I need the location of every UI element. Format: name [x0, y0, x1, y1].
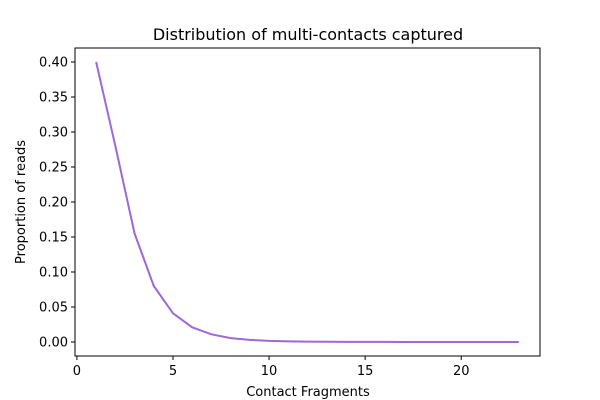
y-tick-label: 0.05 [39, 301, 68, 316]
x-tick-label: 0 [73, 364, 81, 379]
y-tick-label: 0.40 [39, 56, 68, 71]
axes-frame [74, 47, 541, 357]
x-tick-label: 20 [453, 364, 470, 379]
y-tick-label: 0.35 [39, 91, 68, 106]
series-line-0 [95, 61, 519, 343]
plot-area: 0 5 10 15 20 0.00 0.05 0.10 0.15 0.20 0.25 0.30 0.35… [39, 47, 541, 379]
y-tick-label: 0.10 [39, 266, 68, 281]
y-tick-label: 0.25 [39, 161, 68, 176]
x-tick-label: 10 [261, 364, 278, 379]
y-tick-label: 0.30 [39, 126, 68, 141]
x-tick-label: 15 [357, 364, 374, 379]
x-axis-title: Contact Fragments [246, 385, 370, 400]
y-tick-label: 0.00 [39, 336, 68, 351]
y-tick-label: 0.20 [39, 196, 68, 211]
x-tick-label: 5 [169, 364, 177, 379]
y-tick-label: 0.15 [39, 231, 68, 246]
chart-title: Distribution of multi-contacts captured [153, 25, 463, 44]
y-axis-title: Proportion of reads [14, 140, 29, 264]
